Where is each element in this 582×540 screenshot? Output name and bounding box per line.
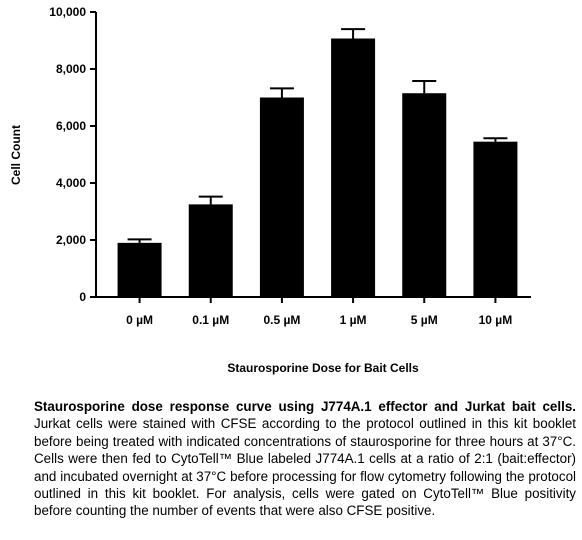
x-axis-title: Staurosporine Dose for Bait Cells <box>227 361 419 375</box>
bar <box>331 38 376 297</box>
y-tick-label: 4,000 <box>56 176 86 190</box>
bar <box>259 97 304 297</box>
x-tick-label: 5 µM <box>411 313 438 327</box>
y-tick-label: 2,000 <box>56 233 86 247</box>
bar <box>188 204 233 297</box>
y-axis-title: Cell Count <box>9 125 23 185</box>
figure-caption: Staurosporine dose response curve using … <box>34 398 576 520</box>
caption-title: Staurosporine dose response curve using … <box>34 399 576 414</box>
bar <box>402 93 447 297</box>
x-tick-label: 0.1 µM <box>192 313 229 327</box>
y-axis: 0 2,000 4,000 6,000 8,000 10,000 <box>49 5 97 304</box>
x-tick-label: 0 µM <box>126 313 153 327</box>
x-tick-label: 1 µM <box>340 313 367 327</box>
x-axis: 0 µM 0.1 µM 0.5 µM 1 µM 5 µM 10 µM <box>96 296 531 327</box>
x-tick-label: 0.5 µM <box>263 313 300 327</box>
y-tick-label: 10,000 <box>49 5 86 19</box>
y-tick-label: 0 <box>79 290 86 304</box>
bar <box>117 242 162 297</box>
y-tick-label: 6,000 <box>56 119 86 133</box>
caption-body: Jurkat cells were stained with CFSE acco… <box>34 416 576 519</box>
y-tick-label: 8,000 <box>56 62 86 76</box>
bar <box>473 141 518 297</box>
bars <box>117 28 518 297</box>
bar-chart: 0 2,000 4,000 6,000 8,000 10,000 0 µM 0.1 µM 0.… <box>9 5 531 375</box>
x-tick-label: 10 µM <box>479 313 513 327</box>
